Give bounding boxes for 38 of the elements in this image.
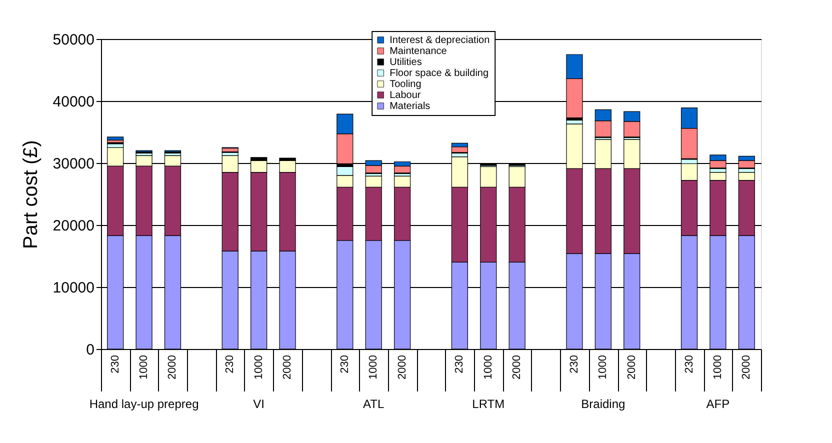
legend-label: Utilities bbox=[390, 57, 422, 68]
x-tick-label: 2000 bbox=[282, 355, 294, 380]
legend-label: Interest & depreciation bbox=[390, 35, 490, 46]
legend-label: Labour bbox=[390, 90, 422, 101]
x-tick-label: 1000 bbox=[252, 355, 265, 380]
x-tick-label: 230 bbox=[109, 355, 122, 374]
x-tick-label: 1000 bbox=[138, 355, 150, 380]
legend-label: Tooling bbox=[390, 79, 422, 90]
text: AFP bbox=[706, 397, 730, 411]
y-tick-label: 30000 bbox=[52, 156, 94, 172]
text: Hand lay-up prepreg bbox=[89, 397, 199, 411]
x-tick-label: 2000 bbox=[626, 355, 638, 380]
x-tick-label: 1000 bbox=[482, 355, 494, 380]
x-tick-label: 1000 bbox=[712, 355, 724, 380]
x-tick-label: 2000 bbox=[396, 355, 408, 380]
y-tick-label: 50000 bbox=[52, 32, 94, 48]
x-tick-label: 1000 bbox=[368, 355, 380, 380]
x-tick-label: 1000 bbox=[597, 355, 610, 380]
x-tick-label: 2000 bbox=[511, 355, 524, 380]
x-tick-label: 230 bbox=[338, 355, 351, 374]
x-tick-label: 2000 bbox=[740, 355, 753, 380]
legend-label: Maintenance bbox=[390, 46, 448, 57]
x-tick-label: 230 bbox=[454, 355, 466, 374]
x-tick-label: 230 bbox=[224, 355, 236, 374]
y-tick-label: 20000 bbox=[52, 218, 94, 234]
x-tick-label: 230 bbox=[568, 355, 580, 374]
y-axis-title: Part cost (£) bbox=[20, 140, 42, 249]
text: Braiding bbox=[581, 397, 626, 411]
text: LRTM bbox=[472, 397, 505, 411]
x-tick-label: 2000 bbox=[166, 355, 179, 380]
y-tick-label: 40000 bbox=[52, 94, 94, 110]
legend-label: Materials bbox=[390, 101, 430, 112]
x-tick-label: 230 bbox=[683, 355, 696, 374]
y-tick-label: 10000 bbox=[52, 280, 94, 296]
y-tick-label: 0 bbox=[86, 342, 94, 358]
legend-label: Floor space & building bbox=[390, 68, 489, 79]
text: VI bbox=[253, 397, 264, 411]
text: ATL bbox=[363, 397, 384, 411]
